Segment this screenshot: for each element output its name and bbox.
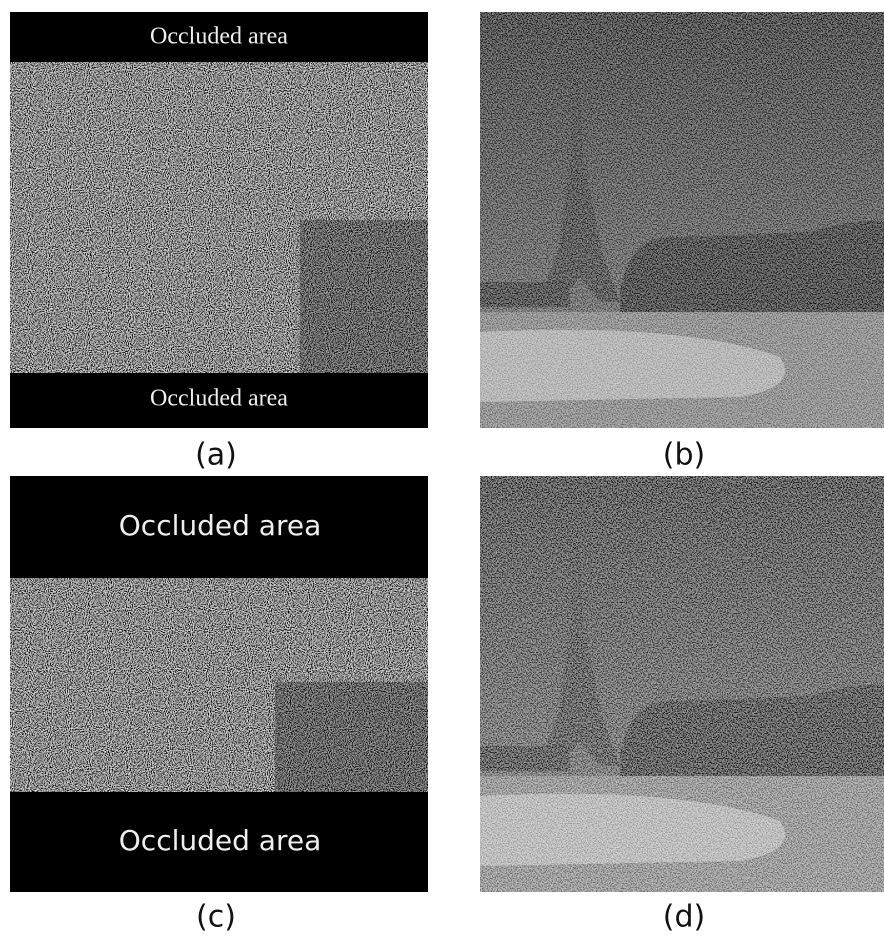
occlusion-label: Occluded area — [119, 824, 321, 857]
reconstructed-image — [480, 12, 884, 428]
panel-b: (b) — [480, 12, 884, 473]
figure: Occluded area Occluded area (a) (b) Occl… — [0, 0, 884, 938]
reconstructed-image — [480, 476, 884, 892]
panel-label: (a) — [195, 438, 237, 473]
occlusion-label: Occluded area — [150, 386, 288, 412]
panel-c: Occluded area Occluded area (c) — [10, 476, 428, 935]
occlusion-label: Occluded area — [150, 24, 288, 50]
panel-label: (b) — [663, 438, 705, 473]
panel-label: (c) — [196, 900, 236, 935]
panel-label: (d) — [663, 900, 705, 935]
occlusion-label: Occluded area — [119, 509, 321, 542]
shadow-region — [300, 220, 428, 373]
shadow-region — [275, 682, 428, 792]
panel-a: Occluded area Occluded area (a) — [10, 12, 428, 473]
panel-d: (d) — [480, 476, 884, 935]
